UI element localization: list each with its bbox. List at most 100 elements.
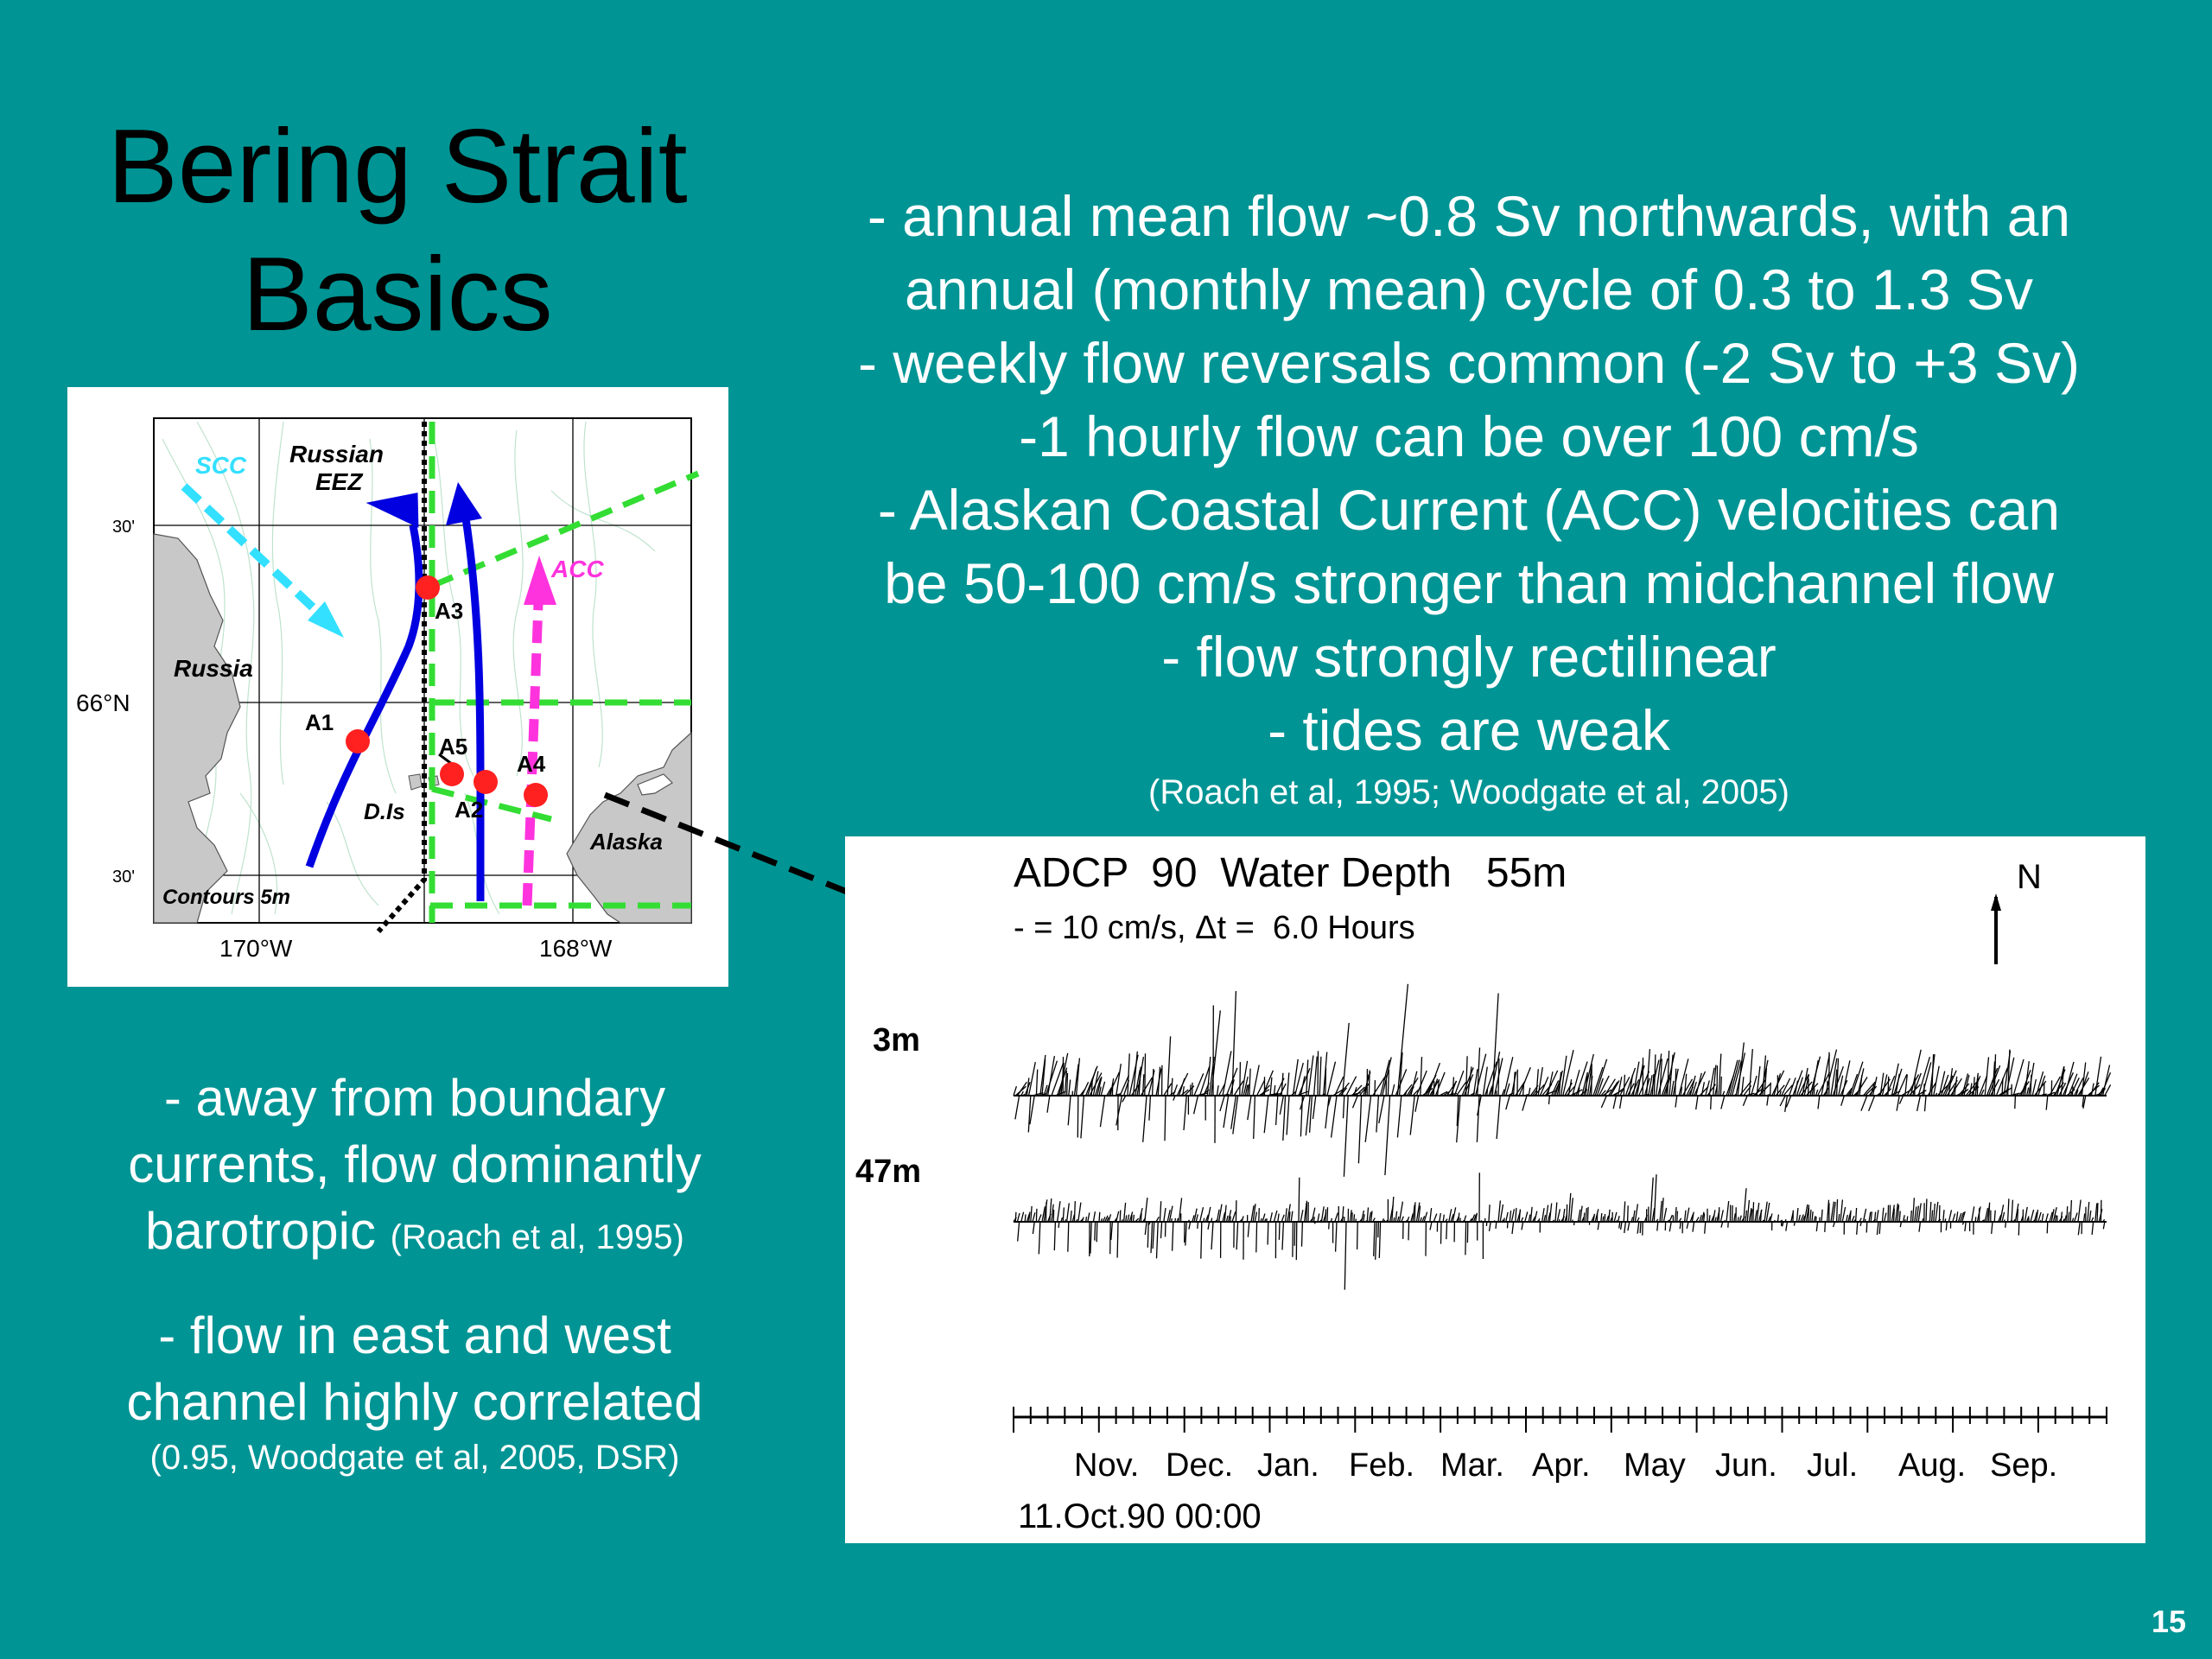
- velocity-stick: [1632, 1210, 1636, 1223]
- velocity-stick: [1916, 1205, 1920, 1223]
- velocity-stick: [1821, 1209, 1823, 1223]
- velocity-stick: [1287, 1072, 1290, 1096]
- velocity-stick: [2094, 1056, 2102, 1096]
- velocity-stick: [2060, 1211, 2063, 1223]
- velocity-stick: [1651, 1074, 1655, 1096]
- velocity-stick: [1692, 1221, 1695, 1232]
- velocity-stick: [1223, 1095, 1230, 1128]
- velocity-stick: [1545, 1205, 1549, 1223]
- velocity-stick: [2096, 1203, 2099, 1223]
- velocity-stick: [1984, 1057, 1990, 1096]
- velocity-stick: [1062, 1207, 1065, 1223]
- velocity-stick: [1984, 1207, 1989, 1223]
- velocity-stick: [1421, 1216, 1426, 1223]
- velocity-stick: [1878, 1221, 1881, 1235]
- velocity-stick: [2069, 1199, 2073, 1223]
- velocity-stick: [1586, 1068, 1592, 1096]
- velocity-stick: [1669, 1221, 1672, 1232]
- velocity-stick: [1899, 1221, 1903, 1228]
- bullet-reference: (0.95, Woodgate et al, 2005, DSR): [149, 1439, 680, 1477]
- velocity-stick: [1991, 1221, 1993, 1234]
- velocity-stick: [2014, 1203, 2019, 1223]
- velocity-stick: [2005, 1221, 2007, 1228]
- velocity-stick: [1797, 1214, 1801, 1223]
- velocity-stick: [1046, 1095, 1051, 1113]
- velocity-stick: [1216, 1209, 1220, 1223]
- velocity-stick: [1811, 1059, 1819, 1096]
- velocity-stick: [1930, 1054, 1935, 1096]
- velocity-stick: [2024, 1206, 2028, 1223]
- velocity-stick: [1173, 1084, 1179, 1096]
- velocity-stick: [1895, 1073, 1900, 1096]
- velocity-stick: [1653, 1054, 1656, 1096]
- velocity-stick: [1127, 1053, 1130, 1096]
- velocity-stick: [1720, 1095, 1726, 1109]
- velocity-stick: [1788, 1077, 1796, 1096]
- velocity-stick: [1227, 1210, 1232, 1223]
- velocity-stick: [1876, 1210, 1879, 1223]
- velocity-stick: [1339, 1087, 1348, 1096]
- velocity-stick: [1192, 1215, 1195, 1223]
- velocity-stick: [1391, 1196, 1395, 1223]
- start-date-label: 11.Oct.90 00:00: [1018, 1497, 1262, 1535]
- velocity-stick: [2104, 1084, 2112, 1096]
- west-channel-current-arrow: [305, 493, 423, 868]
- velocity-stick: [1830, 1058, 1838, 1096]
- velocity-stick: [1522, 1083, 1525, 1096]
- velocity-stick: [1600, 1090, 1606, 1096]
- month-label: Jul.: [1807, 1447, 1858, 1484]
- velocity-stick: [1144, 1198, 1148, 1223]
- velocity-stick: [2077, 1199, 2082, 1223]
- velocity-stick: [1092, 1211, 1096, 1223]
- velocity-stick: [1821, 1054, 1830, 1096]
- velocity-stick: [1239, 1062, 1242, 1096]
- velocity-stick: [1423, 1211, 1428, 1223]
- velocity-stick: [1198, 1207, 1205, 1223]
- velocity-stick: [1683, 1210, 1687, 1223]
- velocity-stick: [1016, 1212, 1020, 1223]
- velocity-stick: [1043, 1084, 1048, 1096]
- velocity-stick: [1087, 1212, 1090, 1223]
- velocity-stick: [1506, 1221, 1509, 1229]
- velocity-stick: [2063, 1061, 2075, 1096]
- velocity-stick: [1185, 1221, 1187, 1246]
- month-label: Nov.: [1074, 1447, 1139, 1484]
- velocity-stick: [1045, 1060, 1058, 1096]
- velocity-stick: [1027, 1211, 1031, 1223]
- velocity-stick: [1978, 1075, 1988, 1096]
- velocity-stick: [1477, 1047, 1481, 1096]
- velocity-stick: [1702, 1213, 1706, 1223]
- velocity-stick: [1674, 1207, 1677, 1223]
- velocity-stick: [1116, 1221, 1119, 1258]
- scc-current-arrow: [181, 483, 344, 638]
- velocity-stick: [1798, 1074, 1809, 1096]
- velocity-stick: [1783, 1084, 1793, 1096]
- velocity-stick: [1511, 1221, 1515, 1235]
- adcp-title: ADCP 90 Water Depth 55m: [1014, 850, 1567, 896]
- velocity-stick: [1409, 1095, 1415, 1135]
- velocity-stick: [1963, 1074, 1970, 1096]
- velocity-stick: [1243, 1076, 1249, 1096]
- velocity-stick: [1412, 1089, 1420, 1096]
- velocity-stick: [1679, 1221, 1681, 1230]
- velocity-stick: [1373, 1221, 1376, 1256]
- velocity-stick: [1429, 1208, 1433, 1223]
- velocity-stick: [1308, 1095, 1313, 1133]
- velocity-stick: [2001, 1211, 2005, 1223]
- velocity-stick: [1163, 1207, 1166, 1223]
- velocity-stick: [1632, 1061, 1640, 1096]
- velocity-stick: [1300, 1221, 1304, 1247]
- velocity-stick: [1840, 1199, 1844, 1223]
- velocity-stick: [1512, 1071, 1516, 1096]
- velocity-stick: [1619, 1221, 1623, 1230]
- russia-label: Russia: [174, 655, 253, 682]
- velocity-stick: [1211, 1221, 1214, 1250]
- velocity-stick: [1999, 1205, 2005, 1223]
- velocity-stick: [1368, 1070, 1370, 1096]
- velocity-stick: [1166, 1036, 1172, 1096]
- mooring-a5-marker: [440, 762, 464, 786]
- velocity-stick: [1157, 1066, 1161, 1096]
- velocity-stick: [1482, 1066, 1488, 1096]
- velocity-stick: [1233, 1080, 1244, 1096]
- slide-number: 15: [2151, 1604, 2186, 1639]
